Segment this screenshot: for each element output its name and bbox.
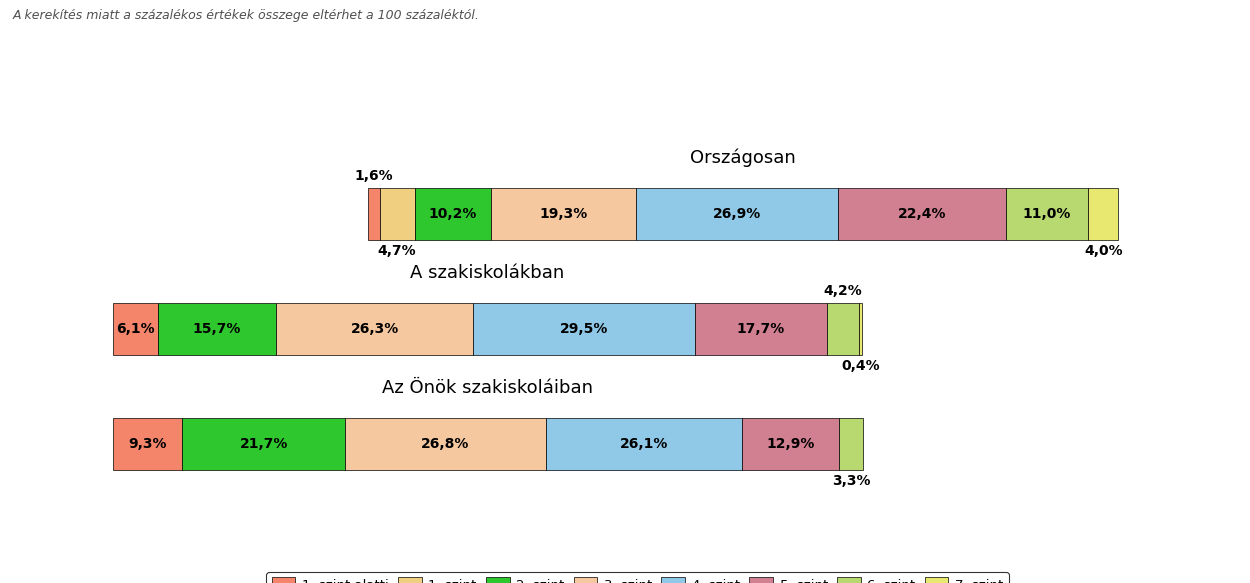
Text: 4,2%: 4,2% [824, 285, 862, 298]
Bar [1006, 188, 1089, 240]
Legend: 1. szint alatti, 1. szint, 2. szint, 3. szint, 4. szint, 5. szint, 6. szint, 7. : 1. szint alatti, 1. szint, 2. szint, 3. … [266, 572, 1009, 583]
Bar [182, 418, 345, 470]
Bar [838, 188, 1006, 240]
Bar [415, 188, 491, 240]
Text: Országosan: Országosan [690, 149, 796, 167]
Text: 1,6%: 1,6% [354, 170, 392, 184]
Text: 26,1%: 26,1% [620, 437, 668, 451]
Bar [159, 303, 276, 355]
Bar [276, 303, 474, 355]
Text: 17,7%: 17,7% [736, 322, 785, 336]
Bar [380, 188, 415, 240]
Text: 26,8%: 26,8% [421, 437, 470, 451]
Text: 10,2%: 10,2% [429, 207, 478, 221]
Text: 29,5%: 29,5% [560, 322, 608, 336]
Text: 9,3%: 9,3% [129, 437, 166, 451]
Bar [112, 418, 182, 470]
Bar [368, 188, 380, 240]
Text: 6,1%: 6,1% [116, 322, 155, 336]
Text: 4,0%: 4,0% [1084, 244, 1122, 258]
Text: 12,9%: 12,9% [766, 437, 814, 451]
Bar [636, 188, 838, 240]
Text: 4,7%: 4,7% [378, 244, 416, 258]
Text: Az Önök szakiskoláiban: Az Önök szakiskoláiban [382, 380, 594, 398]
Bar [112, 303, 159, 355]
Text: 3,3%: 3,3% [831, 475, 870, 489]
Bar [1089, 188, 1119, 240]
Bar [741, 418, 839, 470]
Text: 26,3%: 26,3% [350, 322, 399, 336]
Text: 21,7%: 21,7% [240, 437, 288, 451]
Bar [859, 303, 861, 355]
Text: 19,3%: 19,3% [540, 207, 588, 221]
Bar [828, 303, 859, 355]
Text: 11,0%: 11,0% [1022, 207, 1071, 221]
Bar [695, 303, 828, 355]
Text: 22,4%: 22,4% [898, 207, 946, 221]
Bar [491, 188, 636, 240]
Text: A kerekítés miatt a százalékos értékek összege eltérhet a 100 százaléktól.: A kerekítés miatt a százalékos értékek ö… [12, 9, 480, 22]
Bar [839, 418, 864, 470]
Bar [546, 418, 741, 470]
Bar [474, 303, 695, 355]
Bar [345, 418, 546, 470]
Text: A szakiskolákban: A szakiskolákban [410, 264, 564, 282]
Text: 26,9%: 26,9% [712, 207, 761, 221]
Text: 15,7%: 15,7% [192, 322, 241, 336]
Text: 0,4%: 0,4% [841, 360, 880, 374]
